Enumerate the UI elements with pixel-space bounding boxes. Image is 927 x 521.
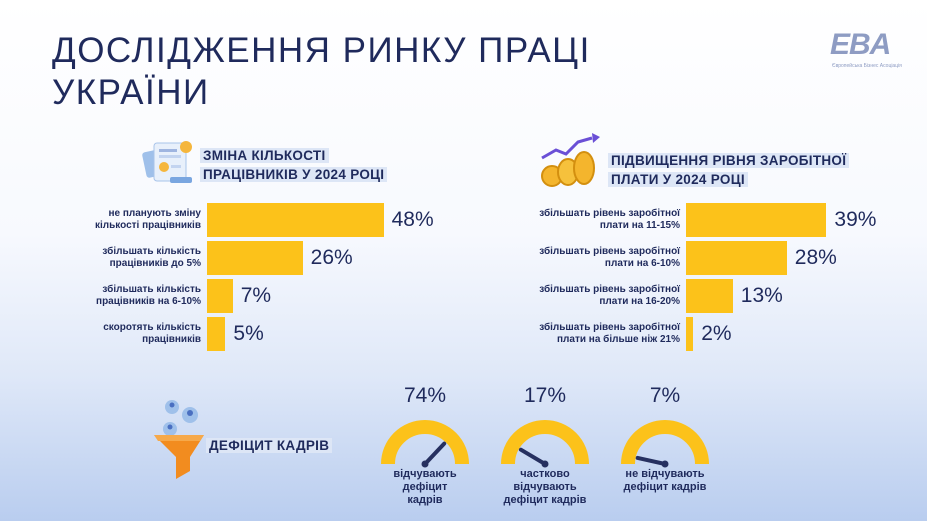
gauge-value: 74% <box>403 384 447 407</box>
bar <box>686 279 733 313</box>
bar-label: не планують зміну кількості працівників <box>94 208 201 231</box>
gauge-arc <box>381 420 469 465</box>
bar-label: збільшать рівень заробітної плати на 11-1… <box>539 208 680 231</box>
bar-label: збільшать кількість працівників на 6-10% <box>96 284 201 307</box>
gauge <box>501 420 589 468</box>
bar-label: збільшать рівень заробітної плати на 6-10… <box>539 246 680 269</box>
documents-icon <box>142 141 192 183</box>
gauge-needle <box>518 447 547 466</box>
deficit-title: ДЕФІЦИТ КАДРІВ <box>206 436 333 455</box>
logo-text: EBA <box>830 28 891 61</box>
bar-value-label: 48% <box>391 208 434 231</box>
gauge-arc <box>501 420 589 465</box>
gauge-needle <box>423 441 447 466</box>
salary-title-line1: ПІДВИЩЕННЯ РІВНЯ ЗАРОБІТНОЇ <box>608 153 850 168</box>
bar-label: збільшать рівень заробітної плати на біль… <box>539 322 680 345</box>
bar <box>207 317 226 351</box>
bar <box>686 203 827 237</box>
bar <box>686 317 694 351</box>
page-title-line1: ДОСЛІДЖЕННЯ РИНКУ ПРАЦІ <box>52 31 591 70</box>
gauge <box>381 420 469 468</box>
workforce-title-line1: ЗМІНА КІЛЬКОСТІ <box>200 148 329 163</box>
bar-label: скоротять кількість працівників <box>103 322 201 345</box>
bar-label: збільшать кількість працівників до 5% <box>102 246 201 269</box>
bar-value-label: 5% <box>233 322 264 345</box>
gauge-value: 17% <box>523 384 567 407</box>
gauge-needle <box>635 455 667 466</box>
bar-value-label: 26% <box>310 246 353 269</box>
bar <box>207 203 384 237</box>
salary-title: ПІДВИЩЕННЯ РІВНЯ ЗАРОБІТНОЇ ПЛАТИ У 2024… <box>608 151 850 189</box>
page-title: ДОСЛІДЖЕННЯ РИНКУ ПРАЦІ УКРАЇНИ <box>52 30 591 114</box>
gauge <box>621 420 709 468</box>
gauge-hub <box>421 460 429 468</box>
bar <box>207 241 303 275</box>
gauge-label: відчувають дефіцит кадрів <box>393 468 457 506</box>
gauge-label: не відчувають дефіцит кадрів <box>623 468 707 493</box>
eba-logo: EBA Європейська Бізнес Асоціація <box>830 30 910 72</box>
salary-title-line2: ПЛАТИ У 2024 РОЦІ <box>608 172 748 187</box>
bar-value-label: 7% <box>240 284 272 307</box>
deficit-title-text: ДЕФІЦИТ КАДРІВ <box>206 438 333 453</box>
bar-value-label: 13% <box>740 284 783 307</box>
gauge-hub <box>661 460 669 468</box>
bar-label: збільшать рівень заробітної плати на 16-2… <box>539 284 680 307</box>
gauge-value: 7% <box>649 384 681 407</box>
workforce-title-line2: ПРАЦІВНИКІВ У 2024 РОЦІ <box>200 167 388 182</box>
bar-value-label: 2% <box>701 322 732 345</box>
page-title-line2: УКРАЇНИ <box>52 73 210 112</box>
funnel-people-icon <box>154 400 204 479</box>
workforce-title: ЗМІНА КІЛЬКОСТІ ПРАЦІВНИКІВ У 2024 РОЦІ <box>200 146 388 184</box>
bar <box>207 279 233 313</box>
bar-value-label: 28% <box>794 246 837 269</box>
bar-value-label: 39% <box>834 208 877 231</box>
gauge-label: частково відчувають дефіцит кадрів <box>503 468 587 506</box>
bar <box>686 241 787 275</box>
gauge-hub <box>541 460 549 468</box>
gauge-arc <box>621 420 709 465</box>
logo-subtitle: Європейська Бізнес Асоціація <box>832 63 902 69</box>
coins-growth-icon <box>541 133 600 187</box>
